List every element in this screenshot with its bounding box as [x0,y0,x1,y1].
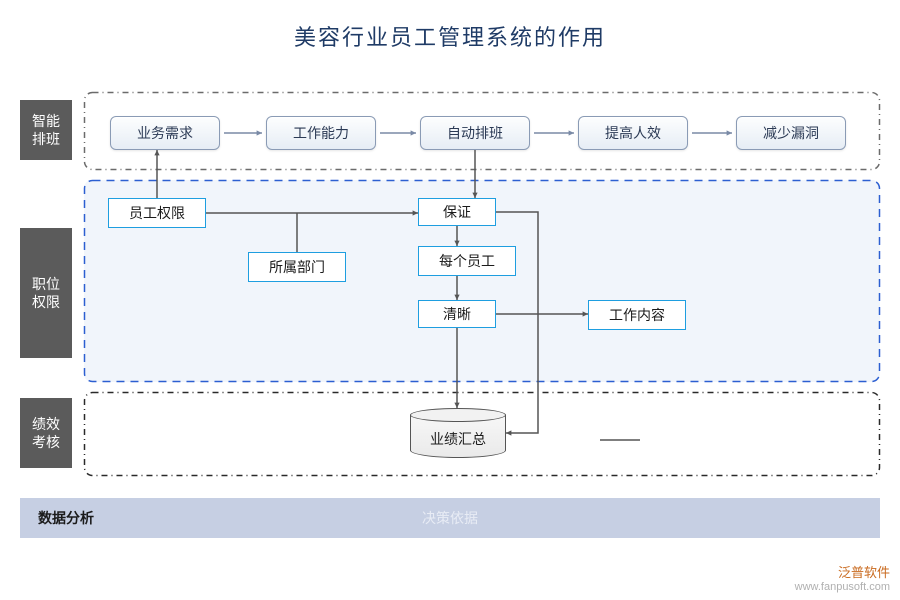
box-员工权限: 员工权限 [108,198,206,228]
watermark: 泛普软件 www.fanpusoft.com [795,565,890,594]
bottom-bar: 数据分析 决策依据 [20,498,880,538]
cylinder-summary: 业绩汇总 [410,408,506,458]
side-label-职位权限: 职位 权限 [20,228,72,358]
bottom-bar-sub: 决策依据 [422,508,478,528]
watermark-brand: 泛普软件 [838,565,890,580]
pill-业务需求: 业务需求 [110,116,220,150]
side-label-智能排班: 智能 排班 [20,100,72,160]
pill-减少漏洞: 减少漏洞 [736,116,846,150]
pill-自动排班: 自动排班 [420,116,530,150]
box-所属部门: 所属部门 [248,252,346,282]
page-title: 美容行业员工管理系统的作用 [0,20,900,52]
side-label-绩效考核: 绩效 考核 [20,398,72,468]
pill-工作能力: 工作能力 [266,116,376,150]
box-保证: 保证 [418,198,496,226]
box-每个员工: 每个员工 [418,246,516,276]
box-清晰: 清晰 [418,300,496,328]
watermark-url: www.fanpusoft.com [795,581,890,593]
bottom-bar-label: 数据分析 [38,508,94,528]
box-工作内容: 工作内容 [588,300,686,330]
cylinder-label: 业绩汇总 [410,429,506,449]
pill-提高人效: 提高人效 [578,116,688,150]
